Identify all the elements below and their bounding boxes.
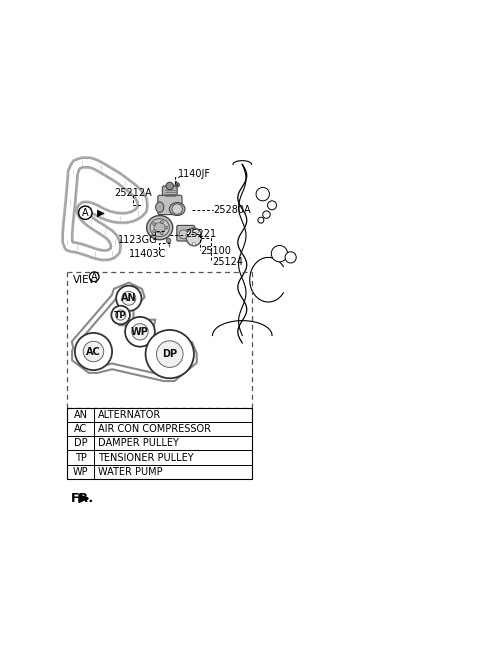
Circle shape <box>179 230 188 238</box>
Circle shape <box>111 306 130 325</box>
Text: 1123GG: 1123GG <box>118 235 157 244</box>
Circle shape <box>83 341 104 362</box>
FancyBboxPatch shape <box>177 225 195 241</box>
Circle shape <box>153 230 156 233</box>
Text: FR.: FR. <box>71 492 94 505</box>
Text: DP: DP <box>162 349 177 359</box>
Circle shape <box>116 286 142 311</box>
Text: DAMPER PULLEY: DAMPER PULLEY <box>98 438 179 448</box>
Circle shape <box>75 333 112 370</box>
Circle shape <box>256 187 269 201</box>
Ellipse shape <box>150 219 169 237</box>
Circle shape <box>167 238 171 243</box>
Text: AN: AN <box>121 293 137 304</box>
Circle shape <box>271 246 288 262</box>
Text: TP: TP <box>75 453 87 463</box>
Text: AC: AC <box>86 346 101 357</box>
Ellipse shape <box>154 223 165 233</box>
Circle shape <box>172 204 182 214</box>
Circle shape <box>125 317 155 347</box>
Bar <box>67 408 252 479</box>
Ellipse shape <box>186 228 202 246</box>
Text: 1140JF: 1140JF <box>178 169 211 179</box>
Circle shape <box>89 272 99 282</box>
Text: A: A <box>91 272 97 282</box>
Text: 25221: 25221 <box>186 229 217 239</box>
FancyBboxPatch shape <box>162 186 177 199</box>
Circle shape <box>160 221 163 223</box>
Text: TP: TP <box>114 311 127 319</box>
Text: AN: AN <box>74 410 88 420</box>
Circle shape <box>116 310 126 320</box>
Circle shape <box>267 201 276 210</box>
Text: 25280A: 25280A <box>213 205 251 215</box>
Circle shape <box>79 206 92 219</box>
Text: 25100: 25100 <box>201 246 231 256</box>
Circle shape <box>165 226 168 229</box>
Text: ALTERNATOR: ALTERNATOR <box>98 410 161 420</box>
Text: AIR CON COMPRESSOR: AIR CON COMPRESSOR <box>98 424 211 434</box>
Text: 25124: 25124 <box>212 257 243 267</box>
Text: WATER PUMP: WATER PUMP <box>98 466 163 477</box>
Text: TENSIONER PULLEY: TENSIONER PULLEY <box>98 453 193 463</box>
Circle shape <box>132 324 148 340</box>
Circle shape <box>175 183 180 187</box>
Circle shape <box>145 330 194 378</box>
Circle shape <box>258 217 264 223</box>
Circle shape <box>198 232 201 235</box>
Text: 25212A: 25212A <box>114 188 152 198</box>
FancyBboxPatch shape <box>158 195 182 215</box>
Text: WP: WP <box>131 327 149 337</box>
Text: WP: WP <box>73 466 89 477</box>
Text: VIEW: VIEW <box>73 275 100 285</box>
Circle shape <box>187 232 190 235</box>
Circle shape <box>153 223 156 225</box>
Text: A: A <box>82 208 89 217</box>
Ellipse shape <box>156 202 164 212</box>
Circle shape <box>160 232 163 235</box>
Circle shape <box>166 182 173 190</box>
Circle shape <box>263 211 270 218</box>
Text: DP: DP <box>74 438 88 448</box>
Text: AC: AC <box>74 424 87 434</box>
Circle shape <box>122 291 136 306</box>
Ellipse shape <box>147 215 173 240</box>
Ellipse shape <box>169 202 185 215</box>
Circle shape <box>156 341 183 367</box>
Text: 11403C: 11403C <box>129 248 166 259</box>
Circle shape <box>285 252 296 263</box>
Circle shape <box>192 242 195 246</box>
